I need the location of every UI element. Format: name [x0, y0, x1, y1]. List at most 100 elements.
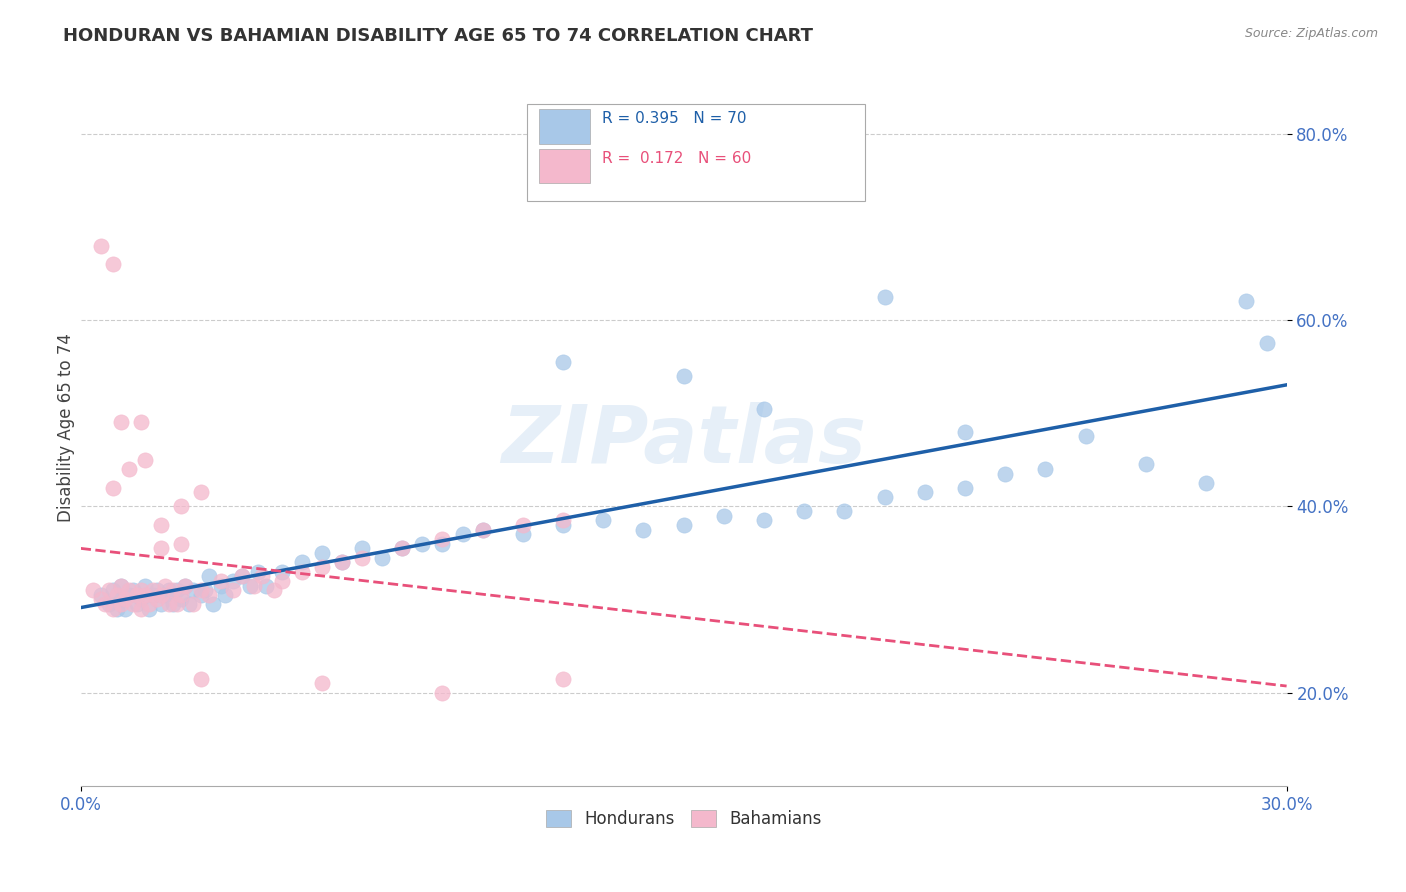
Point — [512, 518, 534, 533]
Point — [162, 583, 184, 598]
Point — [181, 583, 204, 598]
Point — [118, 462, 141, 476]
Point — [330, 555, 353, 569]
Point — [170, 592, 193, 607]
Point — [270, 565, 292, 579]
Point — [146, 583, 169, 598]
Point — [391, 541, 413, 556]
Point — [97, 597, 120, 611]
Point — [110, 416, 132, 430]
Point — [551, 518, 574, 533]
Point — [174, 578, 197, 592]
FancyBboxPatch shape — [527, 104, 865, 202]
Point — [1195, 476, 1218, 491]
Point — [311, 560, 333, 574]
Point — [242, 578, 264, 592]
Point — [90, 588, 112, 602]
Point — [110, 578, 132, 592]
Point — [451, 527, 474, 541]
Point — [432, 532, 454, 546]
Point — [157, 597, 180, 611]
Point — [222, 574, 245, 588]
Point — [122, 597, 145, 611]
Point — [352, 550, 374, 565]
Y-axis label: Disability Age 65 to 74: Disability Age 65 to 74 — [58, 333, 75, 522]
Point — [231, 569, 253, 583]
Point — [551, 672, 574, 686]
Point — [150, 518, 173, 533]
Point — [1074, 429, 1097, 443]
Point — [125, 597, 148, 611]
Point — [202, 597, 225, 611]
Text: R = 0.395   N = 70: R = 0.395 N = 70 — [602, 112, 747, 127]
Point — [254, 578, 277, 592]
Point — [146, 592, 169, 607]
Point — [551, 513, 574, 527]
Point — [170, 588, 193, 602]
Point — [174, 578, 197, 592]
Point — [110, 597, 132, 611]
Point — [311, 546, 333, 560]
Point — [110, 578, 132, 592]
Point — [157, 583, 180, 598]
Text: Source: ZipAtlas.com: Source: ZipAtlas.com — [1244, 27, 1378, 40]
Point — [94, 597, 117, 611]
Point — [142, 588, 165, 602]
Point — [97, 583, 120, 598]
Point — [432, 536, 454, 550]
Legend: Hondurans, Bahamians: Hondurans, Bahamians — [538, 804, 828, 835]
Point — [352, 541, 374, 556]
Point — [118, 583, 141, 598]
Point — [214, 588, 236, 602]
Point — [190, 672, 212, 686]
Point — [291, 555, 314, 569]
Point — [873, 290, 896, 304]
Point — [672, 518, 695, 533]
Point — [150, 588, 173, 602]
Point — [371, 550, 394, 565]
Point — [198, 588, 221, 602]
Point — [153, 588, 176, 602]
Point — [953, 481, 976, 495]
Point — [953, 425, 976, 439]
Point — [231, 569, 253, 583]
Point — [752, 513, 775, 527]
Point — [82, 583, 104, 598]
Point — [551, 355, 574, 369]
Point — [672, 368, 695, 383]
Point — [166, 597, 188, 611]
Point — [194, 583, 217, 598]
Point — [713, 508, 735, 523]
Point — [179, 597, 201, 611]
Point — [153, 578, 176, 592]
Point — [90, 238, 112, 252]
Point — [198, 569, 221, 583]
Point — [134, 452, 156, 467]
Point — [263, 583, 285, 598]
Point — [190, 485, 212, 500]
Point — [1256, 336, 1278, 351]
Point — [114, 592, 136, 607]
Point — [471, 523, 494, 537]
Point — [150, 541, 173, 556]
Point — [512, 527, 534, 541]
Point — [1035, 462, 1057, 476]
Point — [471, 523, 494, 537]
Point — [411, 536, 433, 550]
Point — [118, 588, 141, 602]
Point — [134, 578, 156, 592]
Point — [752, 401, 775, 416]
Point — [125, 588, 148, 602]
Point — [209, 574, 232, 588]
Point — [238, 578, 260, 592]
Point — [291, 565, 314, 579]
FancyBboxPatch shape — [538, 110, 589, 144]
Point — [101, 602, 124, 616]
Point — [190, 583, 212, 598]
Point — [432, 685, 454, 699]
Point — [633, 523, 655, 537]
Point — [129, 416, 152, 430]
Point — [105, 588, 128, 602]
Point — [129, 583, 152, 598]
Point — [101, 481, 124, 495]
